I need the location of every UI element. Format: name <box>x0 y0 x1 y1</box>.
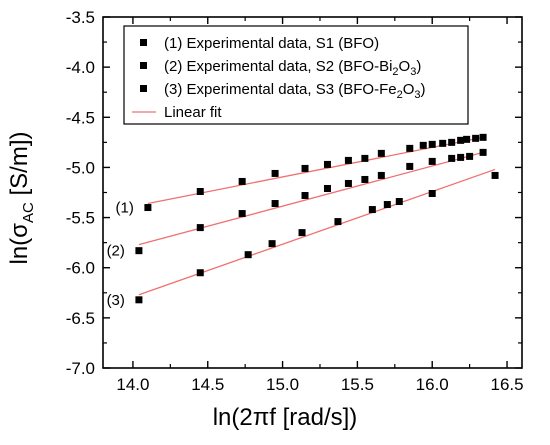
series-3-point <box>334 218 342 226</box>
series-2-point <box>238 210 246 218</box>
series-2-point <box>135 247 143 255</box>
legend-subscript: 2 <box>392 66 398 78</box>
y-tick-label: -4.5 <box>66 108 95 127</box>
legend-text-mid: O <box>403 81 415 98</box>
legend-entry-1: (1) Experimental data, S1 (BFO) <box>164 35 379 52</box>
fit-lines <box>138 136 496 296</box>
legend-text-main: (3) Experimental data, S3 (BFO-Fe <box>164 81 397 98</box>
series-1-point <box>463 135 471 143</box>
series-2-point <box>377 171 385 179</box>
series-2-point <box>344 179 352 187</box>
y-tick-label: -5.5 <box>66 209 95 228</box>
series-3-point <box>268 240 276 248</box>
x-tick-label: 14.0 <box>116 375 149 394</box>
series-1-point <box>196 187 204 195</box>
legend-text-mid: O <box>399 58 411 75</box>
series-2-point <box>479 148 487 156</box>
legend-marker-2 <box>140 62 147 69</box>
series-1-point <box>428 140 436 148</box>
series-3-point <box>196 269 204 277</box>
legend-entry-2: (2) Experimental data, S2 (BFO-Bi2O3) <box>164 58 421 78</box>
series-3-label: (3) <box>107 292 125 309</box>
series-1-point <box>479 133 487 141</box>
legend-text-end: ) <box>416 58 421 75</box>
series-3-point <box>244 251 252 259</box>
series-1-point <box>344 156 352 164</box>
series-1-point <box>419 141 427 149</box>
series-2-point <box>457 153 465 161</box>
series-1-point <box>491 171 499 179</box>
legend-subscript: 3 <box>414 89 420 101</box>
legend-subscript: 3 <box>410 66 416 78</box>
series-labels: (1) (2) (3) <box>107 200 134 309</box>
legend-box <box>123 25 469 125</box>
x-axis: 14.0 14.5 15.0 15.5 16.0 16.5 <box>116 17 524 394</box>
series-1-point <box>144 204 152 212</box>
legend-marker-3 <box>140 85 147 92</box>
y-tick-label: -6.0 <box>66 259 95 278</box>
x-tick-label: 15.5 <box>341 375 374 394</box>
series-3-point <box>368 206 376 214</box>
legend-text-main: (1) Experimental data, S1 (BFO) <box>164 35 379 52</box>
series-2-point <box>448 154 456 162</box>
series-1-point <box>406 144 414 152</box>
series-3-point <box>135 296 143 304</box>
series-2-point <box>196 224 204 232</box>
x-tick-label: 14.5 <box>191 375 224 394</box>
series-1-point <box>238 177 246 185</box>
series-2-point <box>271 200 279 208</box>
legend-subscript: 2 <box>397 89 403 101</box>
series-2-point <box>361 175 369 183</box>
y-axis-label-post: [S/m]) <box>6 132 33 203</box>
series-1-point <box>448 138 456 146</box>
x-axis-label: ln(2πf [rad/s]) <box>213 404 358 431</box>
x-tick-label: 16.5 <box>490 375 523 394</box>
legend-entry-fit: Linear fit <box>164 104 222 121</box>
series-2-point <box>466 152 474 160</box>
x-tick-label: 15.0 <box>266 375 299 394</box>
fit-line-3 <box>138 168 496 296</box>
legend-marker-1 <box>140 39 147 46</box>
series-1-point <box>377 149 385 157</box>
legend: (1) Experimental data, S1 (BFO) (2) Exper… <box>123 25 469 125</box>
y-tick-label: -3.5 <box>66 8 95 27</box>
legend-text-main: (2) Experimental data, S2 (BFO-Bi <box>164 58 392 75</box>
series-2-point <box>323 184 331 192</box>
series-1-point <box>301 164 309 172</box>
legend-text-end: ) <box>421 81 426 98</box>
series-3-point <box>298 229 306 237</box>
series-3-point <box>383 201 391 209</box>
series-1-point <box>472 134 480 142</box>
series-1-point <box>271 169 279 177</box>
series-1-point <box>323 160 331 168</box>
legend-entry-3: (3) Experimental data, S3 (BFO-Fe2O3) <box>164 81 426 101</box>
series-2-point <box>428 157 436 165</box>
y-tick-label: -4.0 <box>66 58 95 77</box>
series-1-point <box>439 139 447 147</box>
x-tick-label: 16.0 <box>416 375 449 394</box>
series-3-point <box>428 190 436 198</box>
data-points <box>135 133 499 304</box>
series-1-point <box>457 136 465 144</box>
series-2-point <box>301 192 309 200</box>
series-1-point <box>361 154 369 162</box>
y-axis: -3.5 -4.0 -4.5 -5.0 -5.5 -6.0 -6.5 -7.0 <box>66 8 522 378</box>
series-1-label: (1) <box>116 200 134 217</box>
series-2-label: (2) <box>107 243 125 260</box>
y-tick-label: -6.5 <box>66 309 95 328</box>
series-2-point <box>406 162 414 170</box>
series-3-point <box>395 198 403 206</box>
y-tick-label: -7.0 <box>66 359 95 378</box>
y-axis-label: ln(σAC [S/m]) <box>6 132 37 265</box>
y-axis-label-pre: ln(σ <box>6 223 33 265</box>
y-axis-label-sub: AC <box>20 202 37 223</box>
y-tick-label: -5.0 <box>66 158 95 177</box>
fit-line-2 <box>138 151 484 246</box>
